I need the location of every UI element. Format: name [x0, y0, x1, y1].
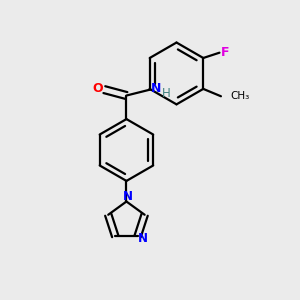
Text: H: H [162, 87, 171, 100]
Text: CH₃: CH₃ [230, 91, 250, 101]
Text: N: N [123, 190, 133, 203]
Text: O: O [93, 82, 103, 95]
Text: N: N [151, 82, 162, 95]
Text: F: F [220, 46, 229, 59]
Text: N: N [138, 232, 148, 245]
